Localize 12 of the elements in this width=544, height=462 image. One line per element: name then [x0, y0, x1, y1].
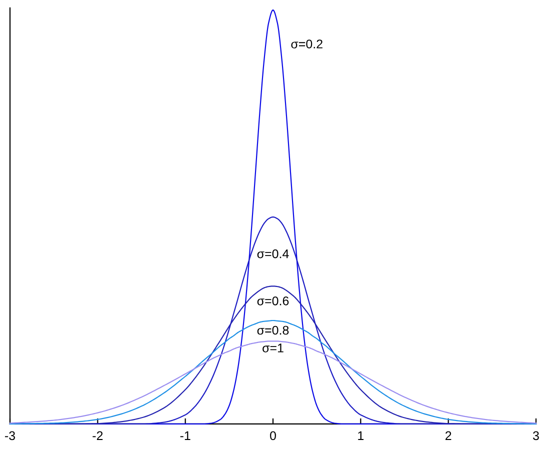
x-tick-label: 2	[445, 431, 452, 440]
series-label: σ=0.2	[291, 40, 322, 48]
x-tick-label: -1	[180, 431, 190, 440]
x-tick-label: -2	[92, 431, 103, 440]
x-tick-label: 0	[270, 431, 276, 440]
x-tick-label: -3	[5, 431, 16, 440]
series-label: σ=0.6	[257, 296, 289, 306]
x-tick-label: 1	[358, 431, 364, 440]
series-label: σ=1	[262, 344, 284, 352]
series-label: σ=0.4	[257, 249, 289, 258]
series-label: σ=0.8	[257, 326, 289, 335]
x-tick-label: 3	[533, 431, 539, 440]
